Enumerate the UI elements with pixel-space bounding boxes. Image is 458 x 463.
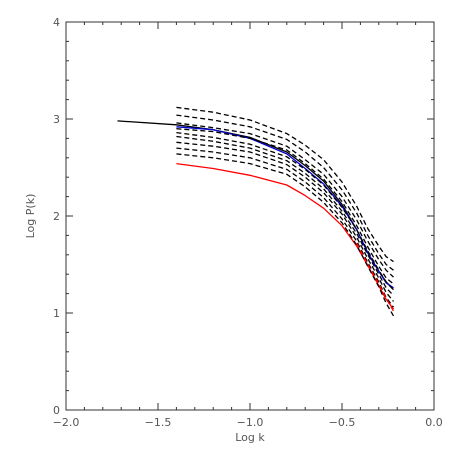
y-tick-label: 0 [53,404,60,417]
dashed-series-line-10 [176,147,395,308]
x-tick-label: −1.5 [145,416,172,429]
axis-layer: −2.0 −1.5 −1.0 −0.5 0.0 0 1 2 3 4 [53,16,443,429]
dashed-series-line-11 [176,153,395,317]
y-tick-label: 4 [53,16,60,29]
y-tick-label: 2 [53,210,60,223]
dashed-series-line-7 [176,131,394,291]
x-axis-label: Log k [235,431,265,444]
y-tick-label: 1 [53,307,60,320]
x-tick-label: 0.0 [425,416,443,429]
x-tick-label: −1.0 [237,416,264,429]
dashed-series-line-3 [176,106,394,263]
y-axis-label: Log P(k) [24,194,37,239]
x-tick-label: −0.5 [329,416,356,429]
y-tick-label: 3 [53,113,60,126]
series-layer [117,106,395,317]
dashed-series-line-9 [176,141,395,302]
dashed-series-line-6 [176,128,394,285]
dashed-series-line-5 [176,122,394,278]
x-tick-label: −2.0 [53,416,80,429]
dashed-series-line-8 [176,135,394,296]
dashed-series-line-12 [356,242,395,312]
plot-frame [65,21,435,411]
dashed-series-line-4 [176,114,394,271]
solid-series-line-2 [176,162,395,310]
